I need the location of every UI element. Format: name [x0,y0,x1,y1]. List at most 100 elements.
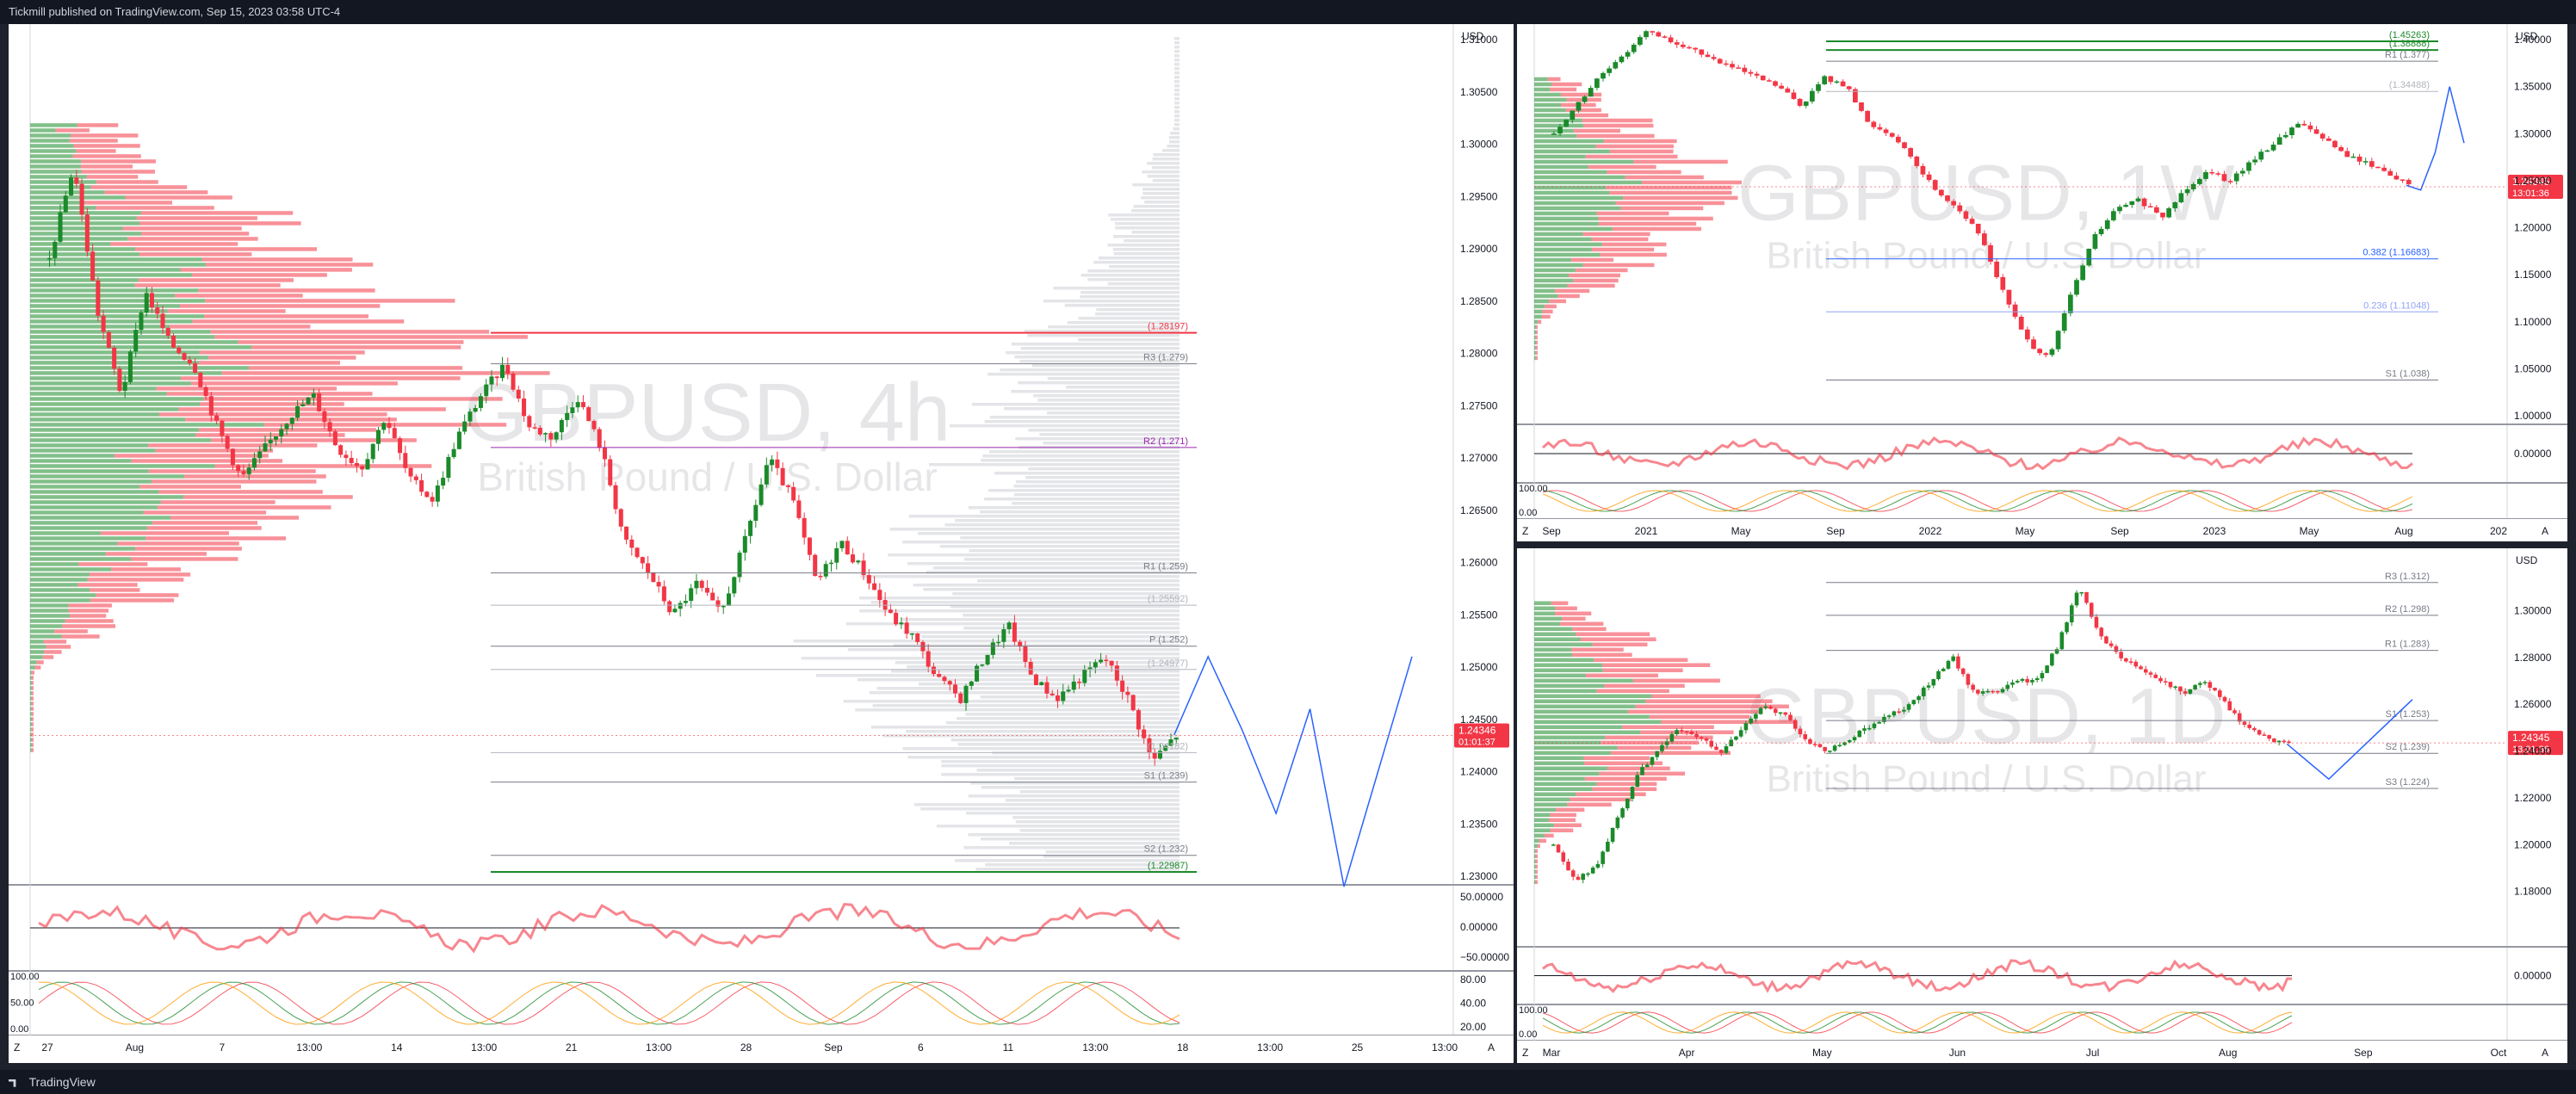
volume-profile-down [90,598,175,603]
chart-1d-panel[interactable]: GBPUSD, 1D British Pound / U.S. Dollar R3 … [1517,548,2567,1063]
candle-body [845,541,850,555]
candle-body [468,411,473,422]
volume-profile-down [1570,113,1609,118]
volume-profile-down [146,526,262,530]
candle-body [1729,739,1733,747]
volume-profile-up [30,588,90,592]
volume-profile-up [1534,735,1605,739]
candle-body [1848,740,1852,743]
volume-profile-down [31,686,34,690]
candle-body [225,436,230,449]
volume-profile-down [1595,144,1674,149]
volume-profile-down [1576,133,1655,139]
session-volume-profile [855,708,1180,712]
volume-profile-down [31,676,34,680]
candle-body [494,376,499,379]
volume-profile-up [1534,252,1601,257]
candle-body [1675,730,1679,734]
volume-profile-down [145,536,287,541]
time-tick: 13:00 [1432,1041,1458,1054]
volume-profile-up [1534,673,1586,677]
level-label: (1.45263) [2389,30,2430,40]
candle-body [931,666,936,675]
candle-body [1897,711,1901,713]
volume-profile-up [1534,802,1568,807]
level-label: (1.24182) [1148,741,1188,751]
ind1-line [1542,436,2413,471]
session-volume-profile [1147,162,1180,165]
session-volume-profile [994,472,1180,475]
candle-body [1975,223,1981,234]
candle-body [241,471,246,474]
time-tick: 2022 [1919,525,1942,537]
session-volume-profile [1174,93,1180,96]
candle-body [2098,228,2104,235]
session-volume-profile [1005,799,1180,802]
volume-profile-up [1534,237,1592,242]
candle-body [2079,591,2084,594]
volume-profile-down [1635,704,1789,708]
session-volume-profile [1014,355,1180,359]
volume-profile-up [1534,689,1597,693]
candle-body [516,389,521,399]
volume-profile-up [1534,880,1536,884]
candle-body [338,445,344,455]
session-volume-profile [1013,485,1180,488]
volume-profile-up [30,578,88,582]
price-badge [2508,175,2563,200]
session-volume-profile [1115,222,1180,226]
volume-profile-down [1572,652,1632,657]
session-volume-profile [980,695,1180,699]
session-volume-profile [1031,364,1180,368]
candle-body [947,681,952,685]
candle-body [1932,180,1938,190]
volume-profile-down [32,743,34,747]
volume-profile-down [1559,621,1604,626]
time-tick: 202 [2490,525,2507,537]
chart-4h-panel[interactable]: GBPUSD, 4h British Pound / U.S. Dollar (1.… [9,24,1514,1063]
volume-profile-down [81,170,156,174]
candle-body [1066,689,1071,692]
candle-body [489,376,494,385]
candle-body [565,412,570,420]
volume-profile-up [1534,652,1573,657]
volume-profile-up [1534,745,1618,750]
session-volume-profile [860,575,1180,578]
candle-body [813,554,818,577]
volume-profile-up [30,128,56,133]
watermark-symbol: GBPUSD, 1W [1737,149,2235,237]
session-volume-profile [1174,123,1180,127]
candle-body [1152,752,1157,759]
session-volume-profile [1087,278,1180,281]
candle-body [1044,682,1050,694]
chart-1w-panel[interactable]: GBPUSD, 1W British Pound / U.S. Dollar (1.… [1517,24,2567,541]
candle-body [1791,92,1797,99]
price-tick: 1.28500 [1460,295,1498,307]
candle-body [1906,704,1911,710]
candle-body [279,429,284,436]
candle-body [2287,741,2291,744]
volume-profile-up [30,536,146,541]
candle-body [2406,180,2412,185]
price-tick: 1.24500 [1460,714,1498,726]
ind2-line [1542,490,2413,512]
volume-profile-up [30,283,135,287]
candle-body [1644,764,1650,768]
session-volume-profile [1015,437,1180,441]
candle-body [1668,37,1674,43]
ind2-right-tick: 80.00 [1460,973,1486,986]
session-volume-profile [957,743,1180,746]
volume-profile-down [1549,299,1567,304]
volume-profile-down [1584,776,1667,781]
session-volume-profile [907,665,1180,669]
volume-profile-down [203,397,503,401]
volume-profile-down [31,712,34,716]
volume-profile-up [30,257,202,262]
candle-body [122,381,127,392]
volume-profile-down [68,603,112,608]
volume-profile-down [199,428,376,432]
level-label: S2 (1.232) [1144,844,1188,855]
